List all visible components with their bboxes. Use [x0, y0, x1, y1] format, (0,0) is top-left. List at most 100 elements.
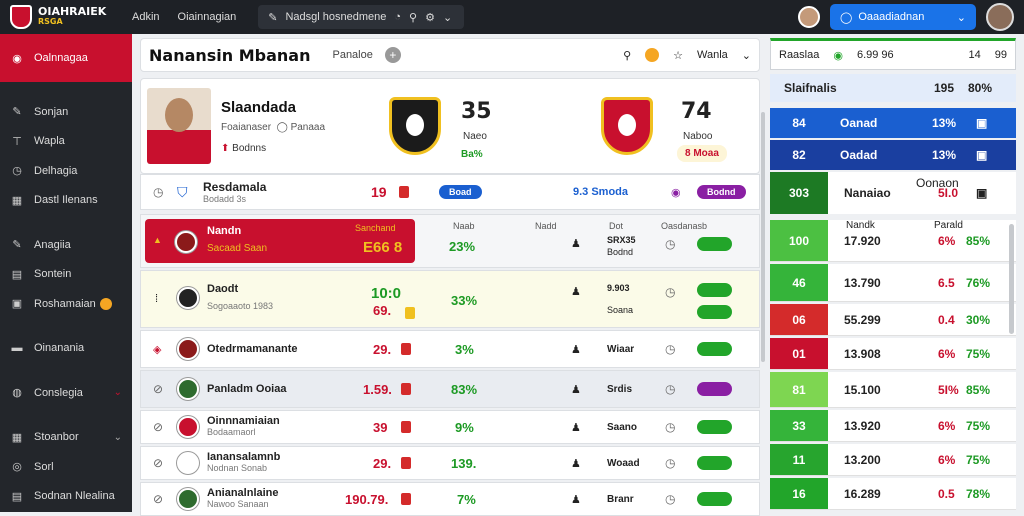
standings-row[interactable]: 33 13.920 6% 75% — [770, 410, 1016, 442]
row-sub: Bodaamaorl — [207, 427, 256, 437]
chevron-down-icon[interactable]: ⌄ — [741, 49, 751, 62]
row-value: 190.79. — [345, 491, 389, 507]
status-pill[interactable] — [697, 305, 733, 319]
sidebar-item-7[interactable]: ▬ Oinanania — [0, 334, 132, 364]
status-pill[interactable] — [697, 382, 733, 396]
standings-value: 13.920 — [844, 418, 881, 433]
standings-row[interactable]: 16 16.289 0.5 78% — [770, 478, 1016, 510]
standings-value: Nanaiao — [844, 186, 891, 200]
standings-pct2: 76% — [966, 275, 991, 290]
top-link-adkin[interactable]: Adkin — [132, 11, 160, 23]
sidebar-item-4[interactable]: ✎ Anagiia — [0, 230, 132, 260]
clock-icon: ◷ — [12, 165, 22, 178]
status-pill[interactable] — [697, 283, 733, 297]
calendar-icon: ▦ — [11, 431, 23, 444]
standings-row[interactable]: 82 Oadad 13% ▣ — [770, 140, 1016, 170]
col-head: Nandk — [846, 219, 875, 231]
standings-row[interactable]: 01 13.908 6% 75% — [770, 338, 1016, 370]
standings-pct2: 75% — [966, 452, 991, 467]
doc-icon: ▤ — [11, 268, 23, 281]
player-photo — [147, 88, 211, 164]
coin-icon[interactable] — [645, 48, 660, 62]
main-scrollbar[interactable] — [761, 112, 765, 362]
sidebar-item-2[interactable]: ◷ Delhagia — [0, 156, 132, 186]
standings-row[interactable]: 46 13.790 6.5 76% — [770, 264, 1016, 302]
status-pill[interactable] — [697, 420, 733, 434]
row-value: 39 — [373, 419, 388, 435]
standings-row[interactable]: 11 13.200 6% 75% — [770, 444, 1016, 476]
sidebar-item-label: Roshamaian — [34, 297, 96, 310]
sidebar-item-1[interactable]: ⊤ Wapla — [0, 127, 132, 157]
table-row[interactable]: ⊘ Oinnnamiaian Bodaamaorl 39 9% ♟ Saano … — [140, 410, 760, 444]
chevron-down-icon[interactable]: ⌄ — [442, 11, 453, 24]
clock-icon: ◷ — [665, 382, 676, 396]
table-row[interactable]: ⊘ Anianalnlaine Nawoo Sanaan 190.79. 7% … — [140, 482, 760, 516]
standings-row[interactable]: 84 Oanad 13% ▣ — [770, 108, 1016, 138]
standings-value: 13.790 — [844, 275, 881, 290]
standings-rank: 81 — [770, 372, 828, 407]
team-crest-home[interactable] — [389, 97, 441, 155]
table-row[interactable]: ◈ Otedrmamanante 29. 3% ♟ Wiaar ◷ — [140, 330, 760, 368]
sidebar-item-9[interactable]: ▦ Stoanbor ⌄ — [0, 423, 132, 453]
sidebar-item-6[interactable]: ▣ Roshamaian — [0, 289, 132, 319]
table-row[interactable]: ⊘ Ianansalamnb Nodnan Sonab 29. 139. ♟ W… — [140, 446, 760, 480]
standings-pct: 5I% — [938, 382, 959, 397]
row-name: Oinnnamiaian — [207, 415, 280, 427]
standings-row[interactable]: 303 Nanaiao Oonaon 5I.0 ▣ — [770, 172, 1016, 214]
add-icon[interactable]: + — [384, 47, 401, 63]
player-position: Foaianaser ◯ Panaaa — [221, 121, 326, 133]
chat-icon[interactable]: ◔ — [394, 11, 402, 23]
search-icon[interactable]: ⚲ — [409, 11, 418, 24]
standings-row[interactable]: 81 15.100 5I% 85% — [770, 372, 1016, 408]
row-value: 29. — [373, 455, 392, 471]
sidebar-item-8[interactable]: ◍ Conslegia ⌄ — [0, 378, 132, 408]
content-header: Nanansin Mbanan Panaloe + ⚲ ☆ Wanla ⌄ — [140, 38, 760, 72]
player-figure-icon: ♟ — [571, 457, 581, 470]
status-pill[interactable] — [697, 456, 733, 470]
sidebar-item-5[interactable]: ▤ Sontein — [0, 260, 132, 290]
standings-row[interactable]: Slaifnalis 195 80% — [770, 74, 1016, 102]
top-link-main[interactable]: Oiainnagian — [177, 11, 237, 23]
search-icon[interactable]: ⚲ — [623, 49, 632, 62]
player-meta: ⬆ Bodnns — [221, 142, 267, 154]
standings-scrollbar[interactable] — [1009, 224, 1014, 334]
standings-value: Oadad — [840, 148, 878, 162]
row-pill2[interactable]: Bodnd — [697, 185, 746, 199]
standings-row[interactable]: 100 17.920 6% 85% — [770, 220, 1016, 262]
league-select[interactable]: ◯ Oaaadiadnan ⌄ — [830, 4, 976, 30]
settings-icon[interactable]: ⚙ — [425, 11, 435, 24]
header-label: Panaloe — [332, 49, 373, 61]
table-row[interactable]: ◷ ⛉ Resdamala Bodadd 3s 19 Boad 9.3 Smod… — [140, 174, 760, 210]
main-content: Nanansin Mbanan Panaloe + ⚲ ☆ Wanla ⌄ Sl… — [140, 38, 760, 516]
standings-row[interactable]: 06 55.299 0.4 30% — [770, 304, 1016, 336]
header-right-label[interactable]: Wanla — [697, 49, 728, 61]
clock-icon: ◷ — [665, 492, 676, 506]
search-input[interactable]: ✎ Nadsgl hosnedmene ◔ ⚲ ⚙ ⌄ — [258, 5, 465, 29]
sidebar-item-label: Oinanania — [34, 342, 85, 355]
user-avatar[interactable] — [986, 3, 1014, 31]
standings-rank: 06 — [770, 304, 828, 335]
sidebar-item-active[interactable]: ◉ Oalnnagaa — [0, 34, 132, 82]
sidebar-item-0[interactable]: ✎ Sonjan — [0, 97, 132, 127]
table-row[interactable]: ⊘ Panladm Ooiaa 1.59. 83% ♟ Srdis ◷ — [140, 370, 760, 408]
standings-value: 13.200 — [844, 452, 881, 467]
table-row[interactable]: ⁞ Daodt Sogoaaoto 1983 10:0 69. 33% ♟ 9.… — [140, 270, 760, 328]
row-pill[interactable]: Boad — [439, 185, 482, 199]
team-crest-away[interactable] — [601, 97, 653, 155]
table-row[interactable]: ▲ Nandn Sacaad Saan Sanchand E66 8 Naab … — [140, 214, 760, 268]
star-icon[interactable]: ☆ — [673, 49, 683, 62]
sidebar-item-10[interactable]: ◎ Sorl — [0, 452, 132, 482]
user-avatar-small[interactable] — [798, 6, 820, 28]
status-pill[interactable] — [697, 492, 733, 506]
standings-value: Oanad — [840, 116, 878, 130]
player-figure-icon: ♟ — [571, 343, 581, 356]
status-pill[interactable] — [697, 237, 733, 251]
sidebar-item-3[interactable]: ▦ Dastl Ilenans — [0, 186, 132, 216]
app-logo[interactable]: OIAHRAIEK RSGA — [0, 0, 132, 34]
status-pill[interactable] — [697, 342, 733, 356]
sidebar-item-label: Sorl — [34, 460, 54, 473]
red-card-icon — [401, 421, 411, 433]
red-card-icon — [401, 457, 411, 469]
sidebar-item-11[interactable]: ▤ Sodnan Nlealina — [0, 482, 132, 512]
red-card-icon — [401, 343, 411, 355]
